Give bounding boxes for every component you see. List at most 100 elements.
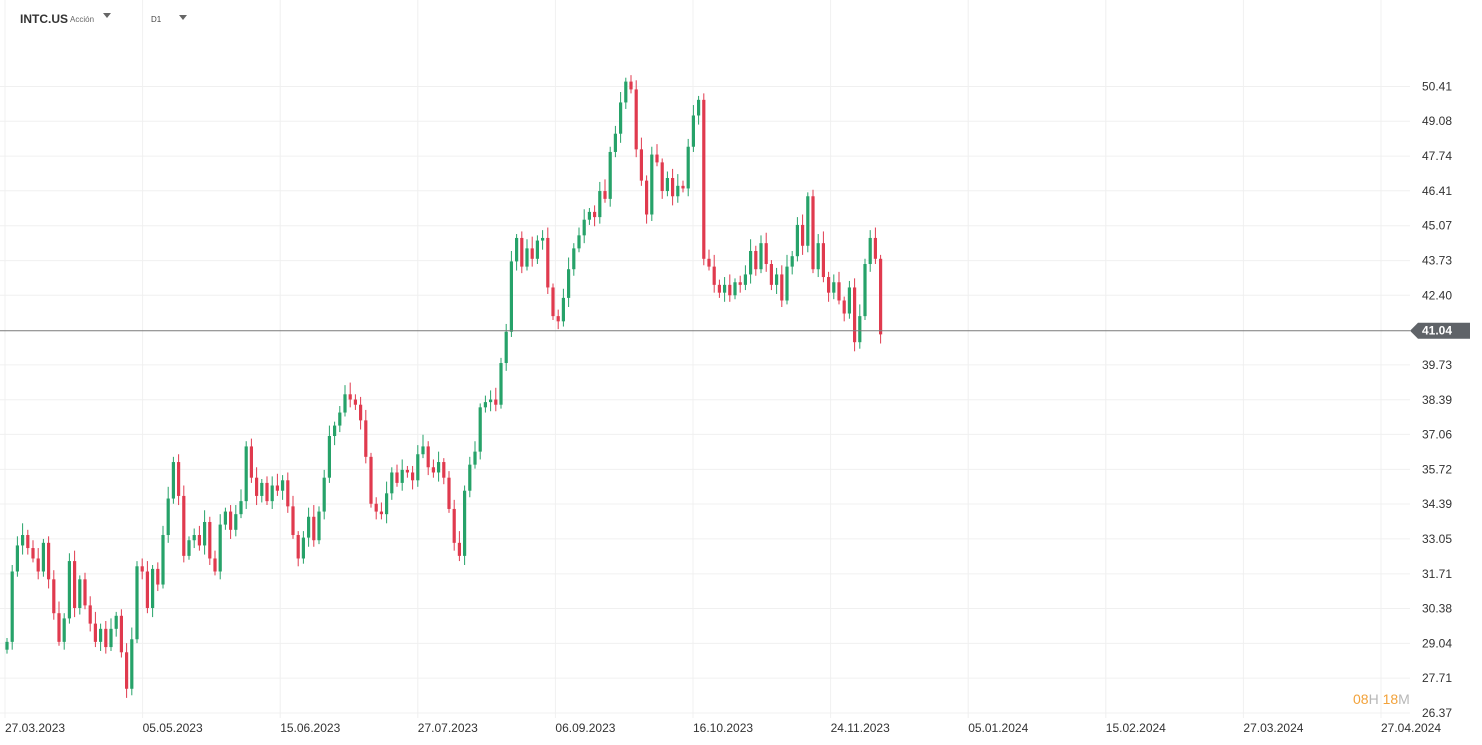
candle-body <box>317 511 321 541</box>
candle-body <box>629 81 633 90</box>
candle-body <box>671 178 675 197</box>
candle-body <box>780 274 784 301</box>
candle-body <box>327 435 331 478</box>
candle-body <box>504 331 508 364</box>
candle-body <box>135 566 139 640</box>
x-tick-label: 16.10.2023 <box>693 721 753 735</box>
candle-body <box>218 524 222 572</box>
candle-body <box>390 472 394 494</box>
candle-body <box>369 456 373 504</box>
candle-body <box>177 462 181 496</box>
candle-body <box>790 256 794 267</box>
candle-body <box>691 115 695 147</box>
candle-body <box>145 571 149 608</box>
candle-body <box>853 287 857 343</box>
y-tick-label: 46.41 <box>1422 184 1452 198</box>
y-tick-label: 47.74 <box>1422 149 1452 163</box>
y-axis: 50.41 49.08 47.74 46.41 45.07 43.73 42.40 39.73… <box>1422 80 1452 720</box>
candle-body <box>192 535 196 541</box>
candle-body <box>260 482 264 496</box>
candle-body <box>764 243 768 265</box>
candle-body <box>156 568 160 585</box>
countdown-minutes: 18 <box>1382 691 1399 707</box>
candle-body <box>463 490 467 556</box>
candle-body <box>520 237 524 267</box>
candle-body <box>879 258 883 335</box>
y-tick-label: 33.05 <box>1422 532 1452 546</box>
candle-body <box>567 269 571 298</box>
candle-body <box>286 480 290 507</box>
candle-body <box>686 146 690 189</box>
candle-body <box>723 284 727 293</box>
candle-body <box>343 394 347 413</box>
candle-body <box>296 535 300 559</box>
chevron-down-icon[interactable] <box>103 13 111 18</box>
candle-body <box>452 508 456 543</box>
candle-body <box>582 219 586 236</box>
candle-body <box>31 548 35 559</box>
candle-body <box>244 446 248 502</box>
candle-body <box>624 81 628 103</box>
candle-body <box>255 477 259 496</box>
candle-body <box>78 579 82 608</box>
candle-body <box>239 501 243 515</box>
candle-body <box>307 516 311 538</box>
candle-body <box>182 495 186 556</box>
x-tick-label: 27.07.2023 <box>418 721 478 735</box>
candle-body <box>93 623 97 642</box>
candle-body <box>660 162 664 192</box>
countdown-hours-unit: H <box>1368 691 1379 707</box>
candle-body <box>405 469 409 473</box>
y-tick-label: 34.39 <box>1422 497 1452 511</box>
candle-body <box>645 180 649 215</box>
candle-body <box>499 363 503 405</box>
candle-body <box>67 561 71 619</box>
candle-body <box>208 521 212 559</box>
candle-body <box>743 274 747 285</box>
candle-body <box>868 237 872 265</box>
candle-body <box>795 224 799 257</box>
candle-body <box>551 287 555 317</box>
x-tick-label: 27.03.2024 <box>1243 721 1303 735</box>
y-tick-label: 35.72 <box>1422 462 1452 476</box>
candle-body <box>546 237 550 288</box>
candle-body <box>275 485 279 491</box>
candle-body <box>603 191 607 199</box>
candle-body <box>291 506 295 536</box>
candle-body <box>353 399 357 405</box>
timeframe-selector[interactable]: D1 <box>151 15 162 24</box>
candle-body <box>754 250 758 270</box>
candle-body <box>437 462 441 473</box>
chart-toolbar: INTC.US Acción D1 <box>0 0 400 36</box>
x-tick-label: 15.02.2024 <box>1106 721 1166 735</box>
candle-body <box>364 420 368 457</box>
candle-body <box>431 467 435 473</box>
candle-body <box>801 224 805 246</box>
chevron-down-icon[interactable] <box>179 15 187 20</box>
y-tick-label: 43.73 <box>1422 254 1452 268</box>
countdown-minutes-unit: M <box>1398 691 1410 707</box>
candle-body <box>21 535 25 546</box>
y-tick-label: 37.06 <box>1422 427 1452 441</box>
candle-body <box>348 394 352 400</box>
candle-body <box>312 516 316 541</box>
candle-body <box>57 613 61 642</box>
candle-body <box>400 469 404 483</box>
candle-body <box>728 284 732 296</box>
candle-body <box>140 566 144 572</box>
candle-body <box>577 235 581 249</box>
candle-body <box>847 287 851 314</box>
candle-body <box>572 248 576 270</box>
candle-body <box>832 282 836 293</box>
y-tick-label: 38.39 <box>1422 393 1452 407</box>
candle-body <box>608 151 612 199</box>
candle-body <box>421 446 425 455</box>
candle-body <box>556 316 560 322</box>
candle-body <box>249 446 253 478</box>
symbol-label[interactable]: INTC.US <box>20 12 68 26</box>
candle-body <box>333 425 337 436</box>
candle-body <box>15 545 19 572</box>
candle-body <box>229 511 233 530</box>
candle-body <box>457 542 461 556</box>
